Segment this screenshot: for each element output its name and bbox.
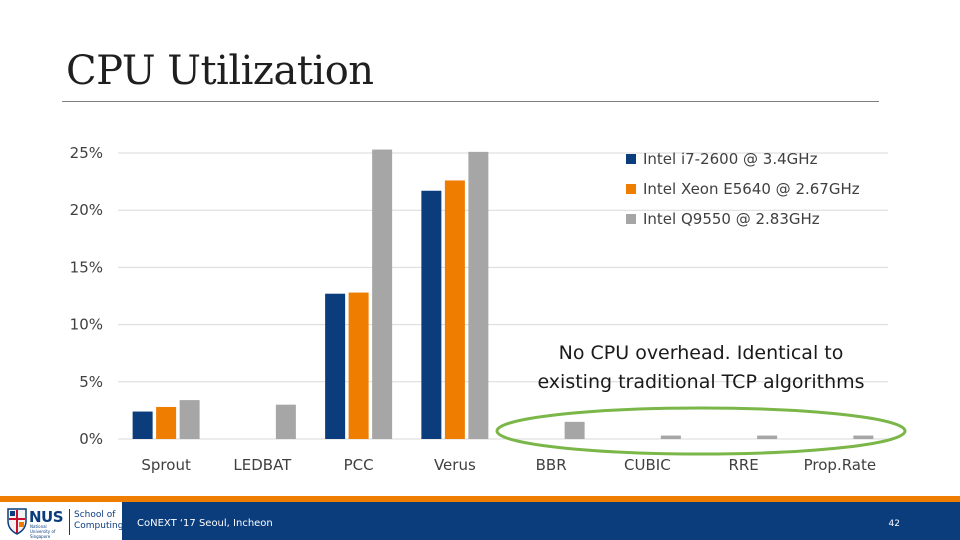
nus-subtext: National University of Singapore bbox=[30, 524, 56, 539]
bar bbox=[853, 435, 874, 439]
cpu-utilization-chart: 0% 5% 10% 15% 20% 25% Sprout LEDBAT PCC Verus BBR… bbox=[70, 144, 907, 474]
footer-accent-stripe bbox=[0, 496, 960, 502]
annotation-line-1: No CPU overhead. Identical to bbox=[558, 342, 844, 364]
y-tick-label: 25% bbox=[70, 144, 103, 162]
school-of-computing: School of Computing bbox=[74, 510, 123, 532]
y-tick-label: 5% bbox=[79, 373, 103, 391]
x-axis-ticks: Sprout LEDBAT PCC Verus BBR CUBIC RRE Prop.Rate bbox=[141, 456, 876, 474]
legend-swatch-i7 bbox=[626, 154, 636, 164]
highlight-ellipse bbox=[495, 406, 907, 456]
title-divider bbox=[62, 101, 879, 102]
x-tick-label: Prop.Rate bbox=[804, 456, 876, 474]
y-axis-ticks: 0% 5% 10% 15% 20% 25% bbox=[70, 144, 103, 448]
legend-label-q9550: Intel Q9550 @ 2.83GHz bbox=[643, 210, 820, 228]
x-tick-label: RRE bbox=[728, 456, 758, 474]
x-tick-label: BBR bbox=[536, 456, 567, 474]
x-tick-label: CUBIC bbox=[624, 456, 671, 474]
legend-item-xeon: Intel Xeon E5640 @ 2.67GHz bbox=[626, 174, 860, 204]
legend-swatch-q9550 bbox=[626, 214, 636, 224]
school-line-2: Computing bbox=[74, 521, 124, 531]
annotation-line-2: existing traditional TCP algorithms bbox=[537, 371, 865, 393]
chart-legend: Intel i7-2600 @ 3.4GHz Intel Xeon E5640 … bbox=[626, 144, 860, 234]
x-tick-label: Verus bbox=[434, 456, 476, 474]
legend-label-i7: Intel i7-2600 @ 3.4GHz bbox=[643, 150, 818, 168]
y-tick-label: 20% bbox=[70, 201, 103, 219]
logo-divider bbox=[69, 509, 70, 535]
bar bbox=[660, 435, 681, 439]
legend-swatch-xeon bbox=[626, 184, 636, 194]
y-tick-label: 0% bbox=[79, 430, 103, 448]
legend-item-q9550: Intel Q9550 @ 2.83GHz bbox=[626, 204, 860, 234]
legend-label-xeon: Intel Xeon E5640 @ 2.67GHz bbox=[643, 180, 860, 198]
page-title: CPU Utilization bbox=[66, 48, 374, 94]
bar bbox=[325, 293, 346, 439]
bar bbox=[132, 411, 153, 439]
bar bbox=[372, 149, 393, 439]
bar bbox=[444, 180, 465, 439]
bar bbox=[564, 421, 585, 439]
page-number: 42 bbox=[888, 519, 900, 529]
bars bbox=[132, 149, 874, 439]
legend-item-i7: Intel i7-2600 @ 3.4GHz bbox=[626, 144, 860, 174]
bar bbox=[156, 406, 177, 439]
bar bbox=[348, 292, 369, 439]
bar bbox=[757, 435, 778, 439]
nus-wordmark: NUS bbox=[29, 508, 64, 526]
overhead-annotation: No CPU overhead. Identical to existing t… bbox=[520, 339, 882, 397]
footer-bar bbox=[0, 496, 960, 540]
y-tick-label: 15% bbox=[70, 258, 103, 276]
x-tick-label: LEDBAT bbox=[233, 456, 292, 474]
bar bbox=[275, 404, 296, 439]
bar bbox=[179, 400, 200, 439]
footer-conference: CoNEXT ‘17 Seoul, Incheon bbox=[137, 518, 273, 529]
school-line-1: School of bbox=[74, 510, 116, 520]
bar bbox=[421, 190, 442, 439]
bar bbox=[468, 151, 489, 439]
x-tick-label: Sprout bbox=[141, 456, 191, 474]
x-tick-label: PCC bbox=[344, 456, 374, 474]
y-tick-label: 10% bbox=[70, 316, 103, 334]
nus-crest-icon bbox=[7, 508, 27, 535]
